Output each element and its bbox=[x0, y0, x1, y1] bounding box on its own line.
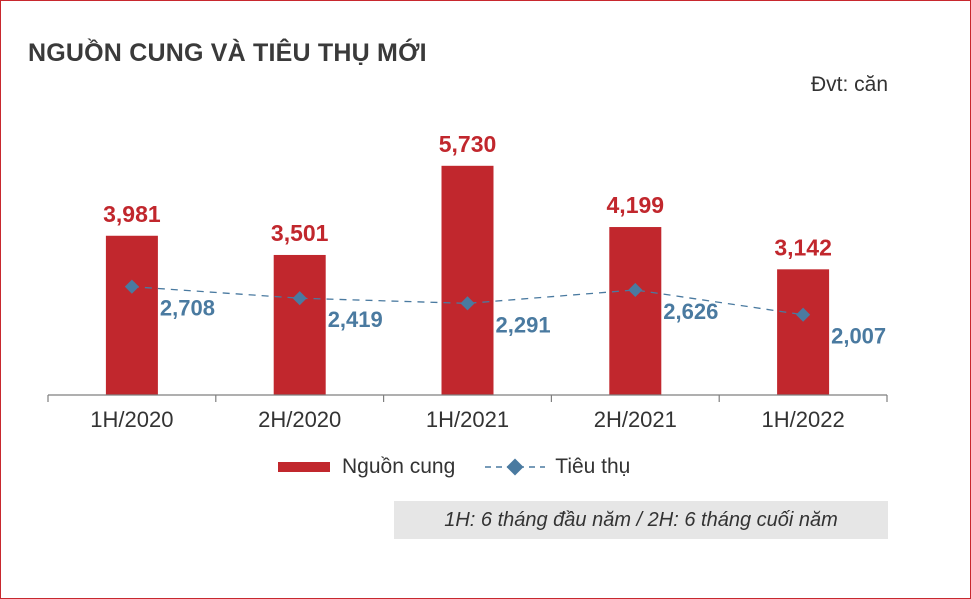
legend-swatch-supply bbox=[278, 462, 330, 472]
data-label-supply: 3,142 bbox=[774, 234, 832, 260]
unit-label: Đvt: căn bbox=[810, 73, 888, 96]
line-consumption bbox=[131, 286, 804, 316]
period-note: 1H: 6 tháng đầu năm / 2H: 6 tháng cuối n… bbox=[394, 501, 888, 539]
x-tick-label: 1H/2022 bbox=[762, 407, 845, 432]
data-label-consumption: 2,291 bbox=[496, 312, 551, 337]
x-tick-label: 1H/2021 bbox=[426, 407, 509, 432]
marker-consumption bbox=[460, 296, 475, 311]
chart-legend: Nguồn cung Tiêu thụ bbox=[278, 453, 630, 481]
bar-supply bbox=[441, 165, 494, 395]
data-label-consumption: 2,708 bbox=[160, 296, 215, 321]
marker-consumption bbox=[628, 282, 643, 298]
x-tick-label: 2H/2021 bbox=[594, 407, 677, 432]
bar-supply bbox=[777, 269, 830, 395]
legend-marker-consumption bbox=[485, 458, 546, 476]
data-label-consumption: 2,007 bbox=[831, 324, 886, 349]
data-label-consumption: 2,419 bbox=[328, 307, 383, 332]
bar-supply bbox=[273, 254, 326, 395]
data-label-supply: 5,730 bbox=[439, 131, 497, 157]
data-label-consumption: 2,626 bbox=[663, 299, 718, 324]
data-label-supply: 4,199 bbox=[607, 192, 665, 218]
marker-consumption bbox=[292, 291, 307, 306]
bar-supply bbox=[609, 227, 662, 395]
data-label-supply: 3,501 bbox=[271, 220, 329, 246]
x-tick-label: 2H/2020 bbox=[258, 407, 341, 432]
chart-title: NGUỒN CUNG VÀ TIÊU THỤ MỚI bbox=[28, 39, 427, 67]
marker-consumption bbox=[796, 307, 811, 322]
marker-consumption bbox=[124, 279, 139, 294]
legend-label-supply: Nguồn cung bbox=[342, 455, 456, 478]
data-label-supply: 3,981 bbox=[103, 201, 161, 227]
x-tick-label: 1H/2020 bbox=[90, 407, 173, 432]
legend-label-consumption: Tiêu thụ bbox=[555, 455, 631, 478]
bar-supply bbox=[105, 235, 158, 395]
